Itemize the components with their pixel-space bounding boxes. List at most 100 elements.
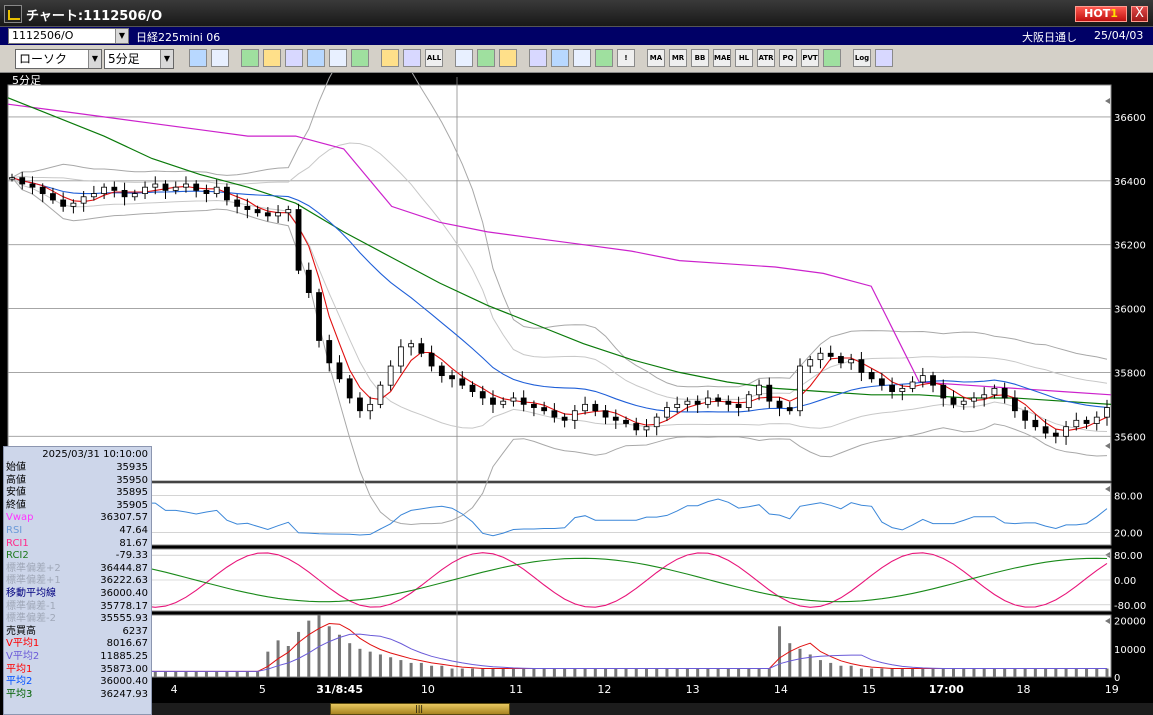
volume-bar bbox=[696, 668, 700, 677]
gear-icon[interactable] bbox=[455, 49, 473, 67]
data-window-label: 平均1 bbox=[6, 663, 33, 675]
volume-bar bbox=[900, 668, 904, 677]
candle-body bbox=[930, 375, 936, 386]
candle-body bbox=[193, 183, 200, 191]
all-icon[interactable]: ALL bbox=[425, 49, 443, 67]
undo-icon[interactable] bbox=[307, 49, 325, 67]
alert-icon[interactable]: ! bbox=[617, 49, 635, 67]
bb-icon[interactable]: BB bbox=[691, 49, 709, 67]
data-window-label: RCI2 bbox=[6, 550, 29, 562]
data-window-row: 標準偏差+1 36222.63 bbox=[4, 575, 151, 587]
candle-body bbox=[950, 397, 957, 405]
price-tick-label: 35600 bbox=[1114, 432, 1146, 443]
data-window-row: 平均1 35873.00 bbox=[4, 664, 151, 676]
mae-icon[interactable]: MAE bbox=[713, 49, 731, 67]
hand-icon[interactable] bbox=[529, 49, 547, 67]
data-window-value: 36000.40 bbox=[100, 588, 148, 599]
symbol-select[interactable]: 1112506/O ▼ bbox=[8, 28, 129, 44]
pvt-icon[interactable]: PVT bbox=[801, 49, 819, 67]
chain-icon[interactable] bbox=[263, 49, 281, 67]
volume-bar bbox=[522, 668, 526, 677]
chart-app-icon bbox=[4, 5, 22, 23]
candle-body bbox=[428, 352, 435, 367]
volume-bar bbox=[788, 643, 792, 677]
candle-body bbox=[971, 397, 977, 402]
box-icon[interactable] bbox=[823, 49, 841, 67]
candle-body bbox=[868, 372, 875, 380]
hl-icon[interactable]: HL bbox=[735, 49, 753, 67]
candle-body bbox=[838, 356, 844, 364]
candle-body bbox=[858, 359, 865, 373]
hot-button[interactable]: HOT1 bbox=[1075, 6, 1127, 22]
candle-body bbox=[981, 394, 988, 399]
candle-body bbox=[1022, 410, 1029, 421]
volume-bar bbox=[266, 651, 270, 677]
volume-bar bbox=[880, 668, 884, 677]
chart-scrollbar[interactable] bbox=[152, 703, 1153, 715]
data-window-label: 移動平均線 bbox=[6, 588, 56, 599]
volume-bar bbox=[992, 668, 996, 677]
data-window-label: 終値 bbox=[6, 499, 26, 511]
volume-tick-label: 0 bbox=[1114, 673, 1120, 684]
volume-bar bbox=[767, 668, 771, 677]
candle-body bbox=[551, 410, 558, 418]
candle-body bbox=[90, 193, 97, 198]
data-window-value: 8016.67 bbox=[106, 638, 148, 650]
candle-body bbox=[561, 416, 568, 421]
close-button[interactable]: X bbox=[1131, 6, 1148, 22]
candle-body bbox=[1093, 416, 1100, 424]
chart-type-select[interactable]: ローソク ▼ bbox=[15, 49, 102, 69]
magnifier-icon[interactable] bbox=[189, 49, 207, 67]
data-window-value: 36307.57 bbox=[100, 512, 148, 524]
pencil-icon[interactable] bbox=[241, 49, 259, 67]
volume-bar bbox=[225, 671, 229, 677]
candle-body bbox=[203, 189, 210, 194]
cross-line-icon[interactable] bbox=[595, 49, 613, 67]
notes-icon[interactable] bbox=[329, 49, 347, 67]
candle-icon[interactable] bbox=[381, 49, 399, 67]
candle-body bbox=[295, 209, 302, 271]
atr-icon[interactable]: ATR bbox=[757, 49, 775, 67]
data-window-label: RCI1 bbox=[6, 537, 29, 549]
data-window-value: -79.33 bbox=[115, 550, 148, 562]
search-chart-icon[interactable] bbox=[551, 49, 569, 67]
volume-bar bbox=[829, 662, 833, 677]
x-tick-label: 12 bbox=[597, 683, 611, 696]
trash-icon[interactable] bbox=[351, 49, 369, 67]
chart-icon[interactable] bbox=[573, 49, 591, 67]
candle-body bbox=[469, 384, 476, 392]
chevron-down-icon[interactable]: ▼ bbox=[88, 50, 101, 68]
candle-body bbox=[183, 183, 189, 188]
window-icon[interactable] bbox=[211, 49, 229, 67]
wrench-icon[interactable] bbox=[477, 49, 495, 67]
volume-bar bbox=[675, 668, 679, 677]
candle-body bbox=[326, 340, 333, 364]
pq-icon[interactable]: PQ bbox=[779, 49, 797, 67]
candle-body bbox=[1042, 426, 1049, 434]
mr-icon[interactable]: MR bbox=[669, 49, 687, 67]
log-icon[interactable]: Log bbox=[853, 49, 871, 67]
volume-pane bbox=[7, 614, 1112, 678]
volume-bar bbox=[430, 665, 434, 677]
chevron-down-icon[interactable]: ▼ bbox=[115, 29, 128, 43]
x-tick-label: 31/8:45 bbox=[316, 683, 363, 696]
chart-canvas[interactable]: 36600 36400 36200 36000 35800 35600 5分足 80.00 20… bbox=[0, 73, 1153, 715]
cursor-icon[interactable] bbox=[285, 49, 303, 67]
volume-bar bbox=[931, 668, 935, 677]
volume-bar bbox=[542, 668, 546, 677]
price-tick-label: 36600 bbox=[1114, 113, 1146, 124]
data-window-label: 平均3 bbox=[6, 688, 33, 700]
candle-body bbox=[602, 410, 609, 418]
candle-body bbox=[234, 199, 241, 207]
volume-bar bbox=[982, 668, 986, 677]
chevron-down-icon[interactable]: ▼ bbox=[160, 50, 173, 68]
x-tick-label: 5 bbox=[259, 683, 266, 696]
export-icon[interactable] bbox=[875, 49, 893, 67]
volume-ma2-line bbox=[12, 633, 1107, 672]
interval-select[interactable]: 5分足 ▼ bbox=[104, 49, 174, 69]
candle-pair-icon[interactable] bbox=[403, 49, 421, 67]
ma-icon[interactable]: MA bbox=[647, 49, 665, 67]
volume-bar bbox=[941, 668, 945, 677]
palette-icon[interactable] bbox=[499, 49, 517, 67]
volume-bar bbox=[890, 668, 894, 677]
